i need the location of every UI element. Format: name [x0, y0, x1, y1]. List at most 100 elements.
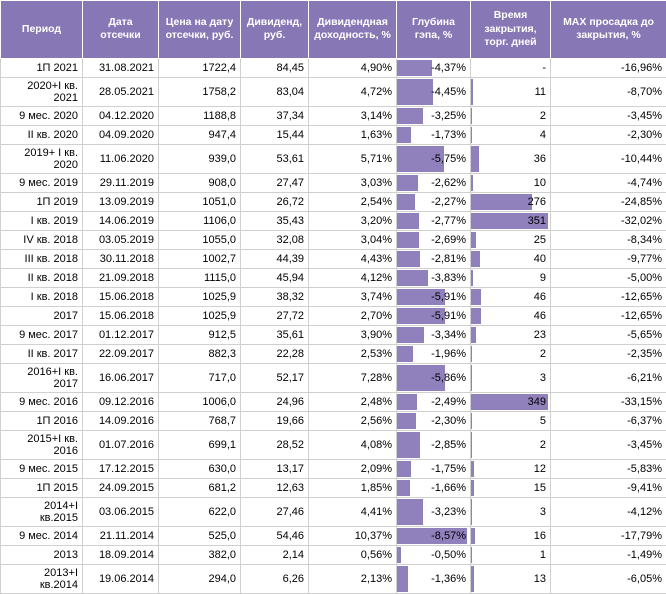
bar-cell: 1 — [471, 545, 551, 564]
cell: 44,39 — [241, 249, 309, 268]
cell: 1П 2016 — [1, 411, 83, 430]
bar-cell: 3 — [471, 497, 551, 526]
cell: 2,48% — [309, 392, 397, 411]
bar-cell: 40 — [471, 249, 551, 268]
bar-cell: -2,77% — [397, 211, 471, 230]
table-row: 2016+I кв. 201716.06.2017717,052,177,28%… — [1, 363, 666, 392]
cell: -33,15% — [551, 392, 666, 411]
cell: III кв. 2018 — [1, 249, 83, 268]
table-row: 2013+I кв.201419.06.2014294,06,262,13%-1… — [1, 564, 666, 593]
table-row: II кв. 201821.09.20181115,045,944,12%-3,… — [1, 268, 666, 287]
cell: 947,4 — [159, 125, 241, 144]
cell: 3,20% — [309, 211, 397, 230]
cell: 622,0 — [159, 497, 241, 526]
cell: 3,03% — [309, 173, 397, 192]
col-date: Дата отсечки — [83, 1, 159, 59]
cell: 24.09.2015 — [83, 478, 159, 497]
cell: 1758,2 — [159, 77, 241, 106]
cell: 22,28 — [241, 344, 309, 363]
cell: 1П 2015 — [1, 478, 83, 497]
table-row: 201318.09.2014382,02,140,56%-0,50%1-1,49… — [1, 545, 666, 564]
cell: 54,46 — [241, 526, 309, 545]
table-row: 1П 201524.09.2015681,212,631,85%-1,66%15… — [1, 478, 666, 497]
cell: 15,44 — [241, 125, 309, 144]
cell: 768,7 — [159, 411, 241, 430]
table-row: 9 мес. 201701.12.2017912,535,613,90%-3,3… — [1, 325, 666, 344]
cell: 1106,0 — [159, 211, 241, 230]
col-period: Период — [1, 1, 83, 59]
cell: 01.12.2017 — [83, 325, 159, 344]
cell: 1188,8 — [159, 106, 241, 125]
cell: 699,1 — [159, 430, 241, 459]
bar-cell: -2,69% — [397, 230, 471, 249]
cell: 21.11.2014 — [83, 526, 159, 545]
cell: 2,13% — [309, 564, 397, 593]
bar-cell: 11 — [471, 77, 551, 106]
cell: 16.06.2017 — [83, 363, 159, 392]
bar-cell: -5,86% — [397, 363, 471, 392]
cell: 1,63% — [309, 125, 397, 144]
bar-cell: 2 — [471, 106, 551, 125]
table-row: 2019+ I кв. 202011.06.2020939,053,615,71… — [1, 144, 666, 173]
cell: 4,43% — [309, 249, 397, 268]
bar-cell: 23 — [471, 325, 551, 344]
cell: 22.09.2017 — [83, 344, 159, 363]
cell: 1115,0 — [159, 268, 241, 287]
col-dividend: Дивиденд, руб. — [241, 1, 309, 59]
cell: 4,90% — [309, 58, 397, 77]
table-row: I кв. 201914.06.20191106,035,433,20%-2,7… — [1, 211, 666, 230]
bar-cell: 351 — [471, 211, 551, 230]
cell: 27,47 — [241, 173, 309, 192]
cell: 03.05.2019 — [83, 230, 159, 249]
table-row: II кв. 202004.09.2020947,415,441,63%-1,7… — [1, 125, 666, 144]
cell: II кв. 2017 — [1, 344, 83, 363]
col-drawdown: MAX просадка до закрытия, % — [551, 1, 666, 59]
cell: 14.06.2019 — [83, 211, 159, 230]
bar-cell: -1,36% — [397, 564, 471, 593]
cell: 52,17 — [241, 363, 309, 392]
cell: 15.06.2018 — [83, 306, 159, 325]
cell: 908,0 — [159, 173, 241, 192]
bar-cell: -2,62% — [397, 173, 471, 192]
table-row: 1П 202131.08.20211722,484,454,90%-4,37%-… — [1, 58, 666, 77]
cell: 717,0 — [159, 363, 241, 392]
cell: 27,46 — [241, 497, 309, 526]
cell: 10,37% — [309, 526, 397, 545]
cell: 4,12% — [309, 268, 397, 287]
bar-cell: 36 — [471, 144, 551, 173]
cell: 3,90% — [309, 325, 397, 344]
cell: 2,53% — [309, 344, 397, 363]
bar-cell: 5 — [471, 411, 551, 430]
cell: 2,54% — [309, 192, 397, 211]
bar-cell: 46 — [471, 287, 551, 306]
table-row: 201715.06.20181025,927,722,70%-5,91%46-1… — [1, 306, 666, 325]
table-row: II кв. 201722.09.2017882,322,282,53%-1,9… — [1, 344, 666, 363]
table-row: 9 мес. 201517.12.2015630,013,172,09%-1,7… — [1, 459, 666, 478]
cell: 14.09.2016 — [83, 411, 159, 430]
cell: 1П 2021 — [1, 58, 83, 77]
bar-cell: 2 — [471, 344, 551, 363]
cell: 294,0 — [159, 564, 241, 593]
cell: -32,02% — [551, 211, 666, 230]
table-row: 1П 201614.09.2016768,719,662,56%-2,30%5-… — [1, 411, 666, 430]
cell: 2013+I кв.2014 — [1, 564, 83, 593]
cell: 1,85% — [309, 478, 397, 497]
cell: I кв. 2019 — [1, 211, 83, 230]
bar-cell: -2,81% — [397, 249, 471, 268]
cell: 2,09% — [309, 459, 397, 478]
table-row: 9 мес. 201421.11.2014525,054,4610,37%-8,… — [1, 526, 666, 545]
cell: 2013 — [1, 545, 83, 564]
dividend-table: Период Дата отсечки Цена на дату отсечки… — [0, 0, 666, 594]
cell: 04.09.2020 — [83, 125, 159, 144]
cell: II кв. 2020 — [1, 125, 83, 144]
bar-cell: -1,73% — [397, 125, 471, 144]
cell: 2,70% — [309, 306, 397, 325]
col-gap: Глубина гэпа, % — [397, 1, 471, 59]
bar-cell: -0,50% — [397, 545, 471, 564]
bar-cell: -4,45% — [397, 77, 471, 106]
bar-cell: 2 — [471, 430, 551, 459]
bar-cell: -1,96% — [397, 344, 471, 363]
col-price: Цена на дату отсечки, руб. — [159, 1, 241, 59]
cell: 2014+I кв.2015 — [1, 497, 83, 526]
cell: 2019+ I кв. 2020 — [1, 144, 83, 173]
